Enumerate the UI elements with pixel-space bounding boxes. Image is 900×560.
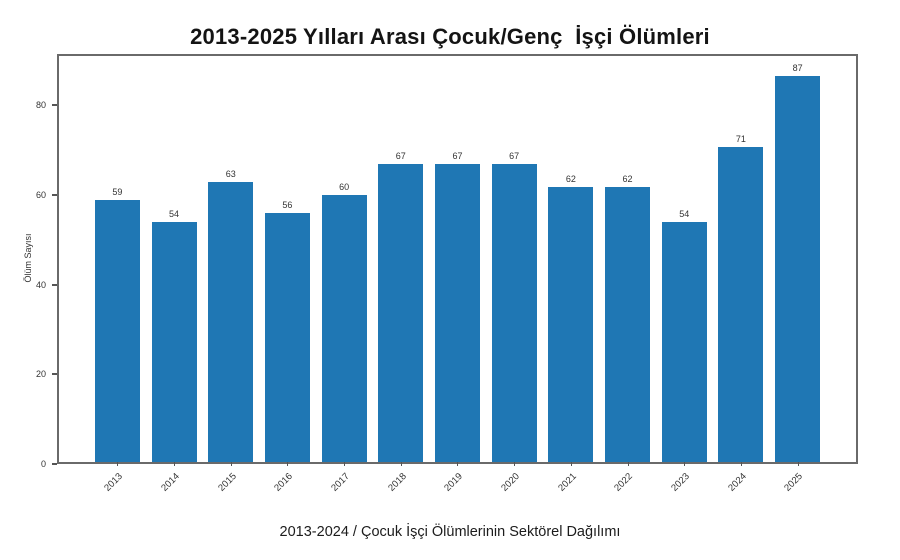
bar-slot: 60 2017: [316, 56, 373, 494]
x-tick-mark: [174, 462, 176, 466]
x-tick-mark: [797, 462, 799, 466]
x-tick-label: 2014: [159, 471, 182, 494]
bar: 56: [264, 200, 310, 462]
bar-value-label: 67: [452, 151, 463, 162]
bar: 54: [151, 209, 197, 462]
y-axis-label: Ölüm Sayısı: [23, 233, 33, 283]
bar-value-label: 62: [565, 173, 576, 184]
x-tick-mark: [400, 462, 402, 466]
bar: 71: [718, 134, 764, 462]
x-tick-label: 2024: [725, 471, 749, 494]
x-tick-mark: [514, 462, 516, 466]
bar-value-label: 54: [679, 209, 690, 220]
bar-value-label: 67: [509, 151, 520, 162]
x-tick-mark: [570, 462, 572, 466]
bar-value-label: 62: [622, 173, 633, 184]
x-tick-mark: [740, 462, 742, 466]
bar-value-label: 63: [225, 169, 236, 180]
x-tick-mark: [627, 462, 629, 466]
x-tick-label: 2016: [272, 471, 296, 494]
x-tick-label: 2023: [669, 471, 692, 494]
y-axis: 0 20 40 60 80: [0, 54, 57, 469]
x-tick-label: 2013: [102, 471, 126, 494]
bar: 62: [605, 174, 651, 462]
x-tick-mark: [230, 462, 232, 466]
bar: 63: [208, 169, 254, 462]
chart-title: 2013-2025 Yılları Arası Çocuk/Genç İşçi …: [190, 24, 710, 49]
y-tick-mark: [52, 193, 57, 196]
bar: 67: [491, 151, 537, 462]
bar-slot: 56 2016: [259, 56, 316, 494]
bar: 67: [434, 151, 480, 462]
bar-slot: 62 2021: [543, 56, 600, 494]
y-tick-mark: [52, 373, 57, 376]
x-tick-mark: [344, 462, 346, 466]
x-tick-label: 2015: [215, 471, 239, 494]
bar-slot: 63 2015: [202, 56, 259, 494]
y-tick-label: 40: [35, 279, 46, 290]
x-tick-label: 2025: [782, 471, 806, 494]
x-tick-mark: [684, 462, 686, 466]
x-tick-label: 2018: [385, 471, 409, 494]
bar-value-label: 60: [339, 182, 350, 193]
bar-slot: 67 2020: [486, 56, 543, 494]
bar: 67: [378, 151, 424, 462]
y-tick-label: 80: [35, 100, 46, 111]
x-tick-label: 2021: [555, 471, 579, 494]
bar-value-label: 67: [395, 151, 406, 162]
bar-slot: 67 2018: [372, 56, 429, 494]
y-tick-label: 20: [35, 369, 46, 380]
bar-value-label: 56: [282, 200, 293, 211]
x-tick-label: 2022: [612, 471, 636, 494]
x-tick-mark: [117, 462, 119, 466]
y-tick-mark: [52, 463, 57, 465]
bar: 60: [321, 182, 367, 462]
plot-area: 59 2013 54 2014 63 2015 56 2016 60 2017 67 2018 67 20…: [57, 54, 858, 494]
y-tick-mark: [52, 283, 57, 286]
bar-slot: 67 2019: [429, 56, 486, 494]
bar-slot: 54 2014: [146, 56, 203, 494]
x-tick-label: 2020: [499, 471, 522, 494]
bar-slot: 62 2022: [599, 56, 656, 494]
y-tick-label: 60: [35, 189, 46, 200]
y-tick-mark: [52, 104, 57, 107]
bar-slot: 59 2013: [89, 56, 146, 494]
bar-value-label: 87: [792, 62, 803, 73]
x-tick-label: 2017: [329, 471, 352, 494]
bars-container: 59 2013 54 2014 63 2015 56 2016 60 2017 67 2018 67 20…: [59, 56, 856, 494]
x-tick-mark: [457, 462, 459, 466]
bar-slot: 71 2024: [713, 56, 770, 494]
bar: 62: [548, 174, 594, 462]
bar-value-label: 59: [112, 186, 123, 197]
x-tick-label: 2019: [442, 471, 466, 494]
bar-value-label: 54: [169, 209, 180, 220]
bar: 59: [94, 187, 140, 462]
figure-caption: 2013-2024 / Çocuk İşçi Ölümlerinin Sektö…: [279, 524, 621, 540]
bar: 54: [661, 209, 707, 462]
y-tick-label: 0: [40, 459, 46, 469]
bar-slot: 87 2025: [769, 56, 826, 494]
bar: 87: [775, 63, 821, 462]
x-tick-mark: [287, 462, 289, 466]
bar-value-label: 71: [735, 133, 746, 144]
bar-slot: 54 2023: [656, 56, 713, 494]
